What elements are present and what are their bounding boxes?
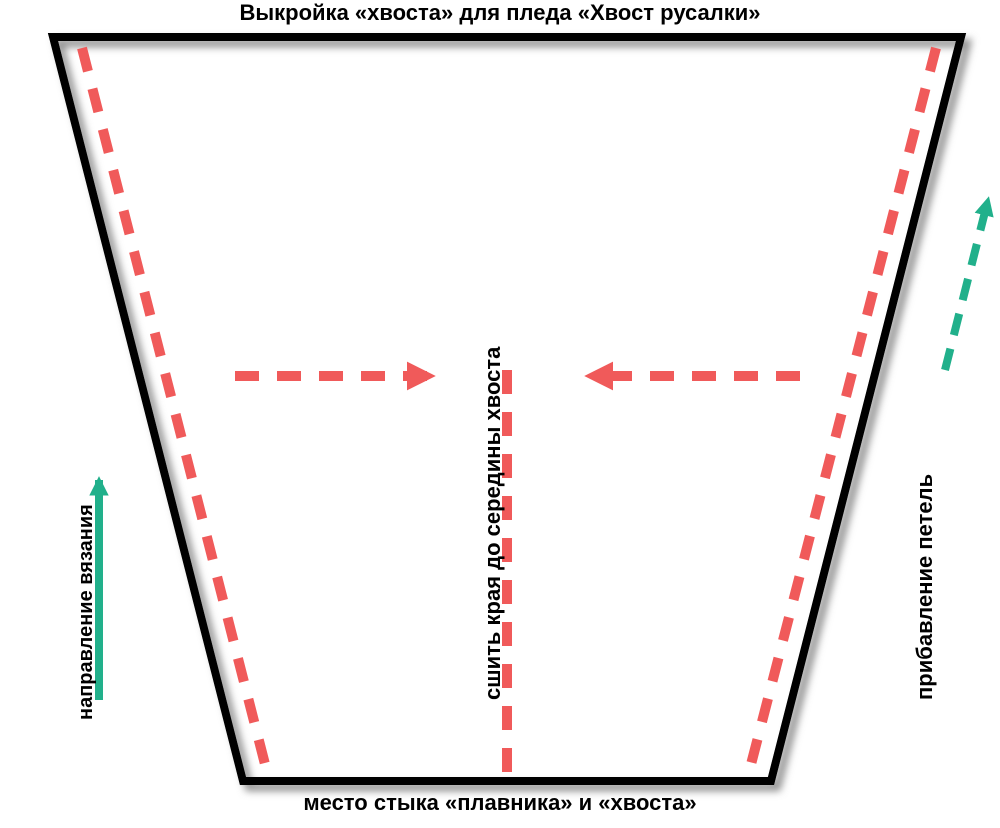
diagram-canvas: Выкройка «хвоста» для пледа «Хвост русал… (0, 0, 1000, 828)
label-knitting-direction: направление вязания (75, 504, 98, 720)
seam-left (82, 48, 268, 776)
seam-right (748, 48, 936, 776)
label-sew-center: сшить края до середины хвоста (480, 347, 506, 700)
arrow-increase-stitches (945, 200, 988, 370)
label-bottom-edge: место стыка «плавника» и «хвоста» (0, 790, 1000, 816)
label-increase-stitches: прибавление петель (912, 474, 938, 700)
